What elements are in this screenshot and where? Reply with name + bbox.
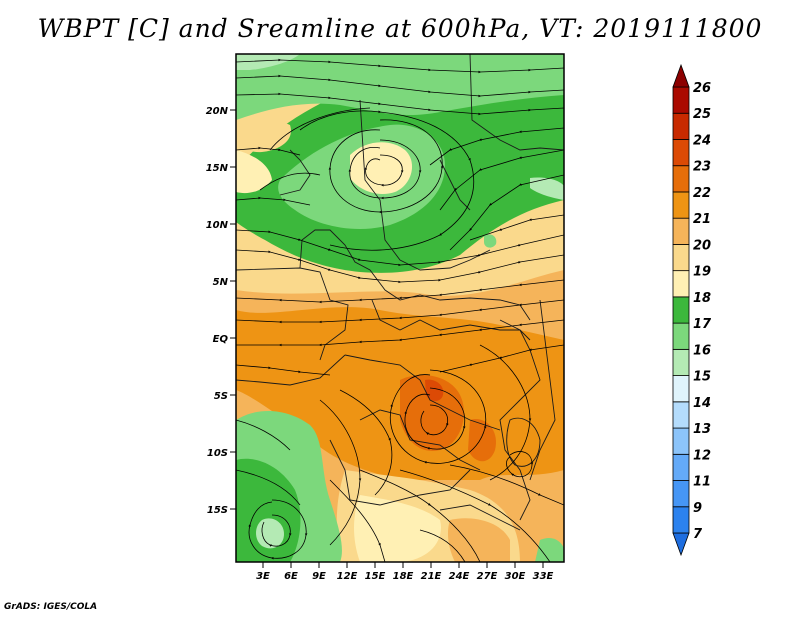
lat-label: 20N xyxy=(206,106,229,117)
lat-label: 10N xyxy=(206,220,229,231)
colorbar-label: 11 xyxy=(693,475,711,490)
map-title: WBPT [C] and Sreamline at 600hPa, VT: 20… xyxy=(37,14,763,43)
lon-label: 3E xyxy=(256,571,270,582)
lat-label: 10S xyxy=(207,448,228,459)
colorbar-segment xyxy=(672,480,690,508)
colorbar-segment xyxy=(672,191,690,219)
colorbar: 7 9 11 12 13 14 15 16 17 18 19 20 21 22 23 24 25 26 xyxy=(672,63,712,557)
lat-label: EQ xyxy=(213,334,229,345)
lon-label: 18E xyxy=(393,571,414,582)
colorbar-segment xyxy=(672,348,690,376)
colorbar-label: 23 xyxy=(693,160,711,175)
colorbar-label: 26 xyxy=(693,81,711,96)
colorbar-lower-triangle xyxy=(672,532,690,557)
colorbar-label: 24 xyxy=(693,133,711,148)
lon-label: 33E xyxy=(533,571,554,582)
colorbar-segment xyxy=(672,217,690,245)
colorbar-label: 19 xyxy=(693,265,711,280)
colorbar-segment xyxy=(672,506,690,534)
colorbar-label: 22 xyxy=(693,186,711,201)
credit-label: GrADS: IGES/COLA xyxy=(4,602,98,612)
colorbar-label: 20 xyxy=(693,238,711,253)
colorbar-label: 25 xyxy=(693,107,711,122)
lon-label: 6E xyxy=(284,571,298,582)
colorbar-segment xyxy=(672,375,690,403)
wbpt-shading xyxy=(236,54,564,562)
lon-label: 9E xyxy=(312,571,326,582)
lon-label: 30E xyxy=(505,571,526,582)
colorbar-segment xyxy=(672,322,690,350)
colorbar-segment xyxy=(672,86,690,114)
lon-label: 24E xyxy=(449,571,470,582)
colorbar-segment xyxy=(672,165,690,193)
lat-label: 15N xyxy=(206,163,229,174)
colorbar-label: 15 xyxy=(693,370,711,385)
colorbar-segment xyxy=(672,270,690,298)
colorbar-segment xyxy=(672,139,690,167)
lon-label: 12E xyxy=(337,571,358,582)
colorbar-segment xyxy=(672,244,690,272)
lon-label: 21E xyxy=(421,571,442,582)
lon-label: 15E xyxy=(365,571,386,582)
colorbar-label: 21 xyxy=(693,212,711,227)
colorbar-label: 12 xyxy=(693,448,711,463)
streamlines xyxy=(236,58,564,562)
colorbar-label: 17 xyxy=(693,317,712,332)
colorbar-upper-triangle xyxy=(672,63,690,88)
colorbar-label: 18 xyxy=(693,291,711,306)
lat-label: 15S xyxy=(207,505,228,516)
longitude-axis: 3E 6E 9E 12E 15E 18E 21E 24E 27E 30E 33E xyxy=(256,562,554,582)
colorbar-label: 9 xyxy=(693,501,702,516)
map-frame xyxy=(235,53,565,563)
colorbar-segment xyxy=(672,427,690,455)
lat-label: 5S xyxy=(214,391,228,402)
colorbar-label: 7 xyxy=(693,527,703,542)
colorbar-label: 16 xyxy=(693,343,711,358)
colorbar-label: 13 xyxy=(693,422,711,437)
colorbar-segment xyxy=(672,296,690,324)
colorbar-label: 14 xyxy=(693,396,711,411)
lon-label: 27E xyxy=(477,571,498,582)
colorbar-segment xyxy=(672,401,690,429)
colorbar-segment xyxy=(672,112,690,140)
colorbar-segment xyxy=(672,453,690,481)
latitude-axis: 20N 15N 10N 5N EQ 5S 10S 15S xyxy=(206,106,236,516)
lat-label: 5N xyxy=(213,277,229,288)
